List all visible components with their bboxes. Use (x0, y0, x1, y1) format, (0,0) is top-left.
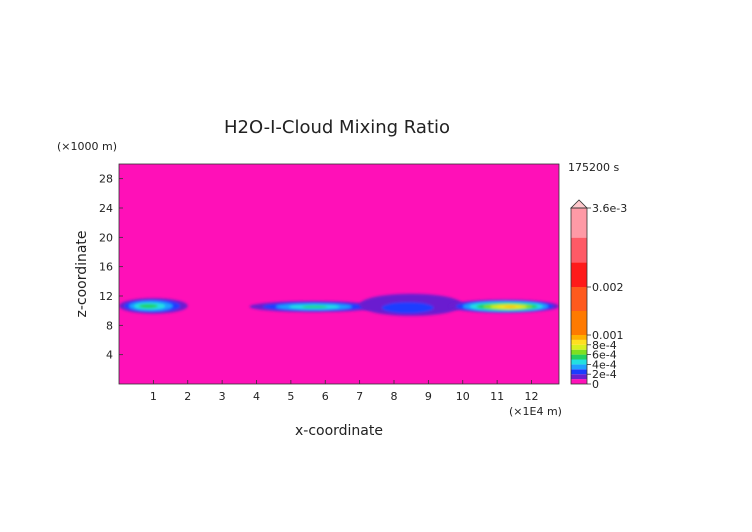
x-axis-label: x-coordinate (295, 423, 383, 439)
y-ticks: 4 8 12 16 20 24 28 (99, 173, 123, 362)
plot-background (119, 164, 559, 384)
cloud-feature (449, 299, 559, 313)
y-tick-label: 24 (99, 202, 113, 215)
cloud-feature (359, 293, 463, 316)
colorbar-tick-label: 0.001 (592, 329, 624, 342)
x-unit-label: (×1E4 m) (509, 405, 562, 418)
x-tick-label: 9 (425, 390, 432, 403)
colorbar-tick-label: 0.002 (592, 281, 624, 294)
cloud-layer (119, 293, 559, 316)
colorbar-segment (571, 208, 587, 238)
chart-title: H2O-I-Cloud Mixing Ratio (224, 117, 450, 138)
colorbar-segment (571, 354, 587, 360)
colorbar-segment (571, 374, 587, 380)
colorbar-tick-label: 2e-4 (592, 368, 617, 381)
plot-frame (118, 163, 560, 385)
colorbar-tick-label: 4e-4 (592, 358, 617, 371)
colorbar-tick-label: 6e-4 (592, 349, 617, 362)
plot-area (118, 163, 560, 385)
x-tick-label: 1 (150, 390, 157, 403)
cloud-feature (249, 301, 377, 313)
colorbar-segment (571, 344, 587, 350)
colorbar-frame (570, 207, 588, 385)
y-tick-label: 12 (99, 290, 113, 303)
colorbar-segment (571, 287, 587, 311)
colorbar-segment (571, 311, 587, 335)
contour-level (139, 304, 158, 309)
x-tick-label: 3 (219, 390, 226, 403)
x-ticks: 1 2 3 4 5 6 7 8 9 10 11 12 (150, 380, 539, 403)
cloud-feature (119, 298, 188, 314)
colorbar-tick-label: 8e-4 (592, 339, 617, 352)
colorbar-segment (571, 359, 587, 365)
colorbar-segment (571, 237, 587, 263)
y-tick-label: 28 (99, 173, 113, 186)
y-unit-label: (×1000 m) (57, 140, 117, 153)
x-tick-label: 4 (253, 390, 260, 403)
colorbar-tick-label: 3.6e-3 (592, 202, 627, 215)
colorbar-segment (571, 335, 587, 340)
x-tick-label: 6 (322, 390, 329, 403)
colorbar: 02e-44e-46e-48e-40.001 0.002 3.6e-3 (570, 199, 627, 391)
colorbar-segment (571, 369, 587, 375)
x-tick-label: 5 (287, 390, 294, 403)
colorbar-tick-label: 0 (592, 378, 599, 391)
y-tick-label: 20 (99, 231, 113, 244)
colorbar-extend-arrow (570, 199, 588, 209)
colorbar-segment (571, 339, 587, 345)
y-tick-label: 4 (106, 349, 113, 362)
colorbar-segment (571, 349, 587, 355)
y-axis-label: z-coordinate (74, 230, 90, 317)
time-label: 175200 s (568, 161, 619, 174)
x-tick-label: 11 (490, 390, 504, 403)
colorbar-segment (571, 262, 587, 287)
colorbar-segment (571, 379, 587, 384)
contour-level (381, 302, 434, 314)
y-tick-label: 16 (99, 261, 113, 274)
x-tick-label: 8 (391, 390, 398, 403)
colorbar-segment (571, 364, 587, 370)
x-tick-label: 10 (456, 390, 470, 403)
x-tick-label: 12 (525, 390, 539, 403)
x-tick-label: 2 (184, 390, 191, 403)
contour-level (504, 306, 517, 308)
contour-level (301, 305, 328, 309)
x-tick-label: 7 (356, 390, 363, 403)
y-tick-label: 8 (106, 319, 113, 332)
